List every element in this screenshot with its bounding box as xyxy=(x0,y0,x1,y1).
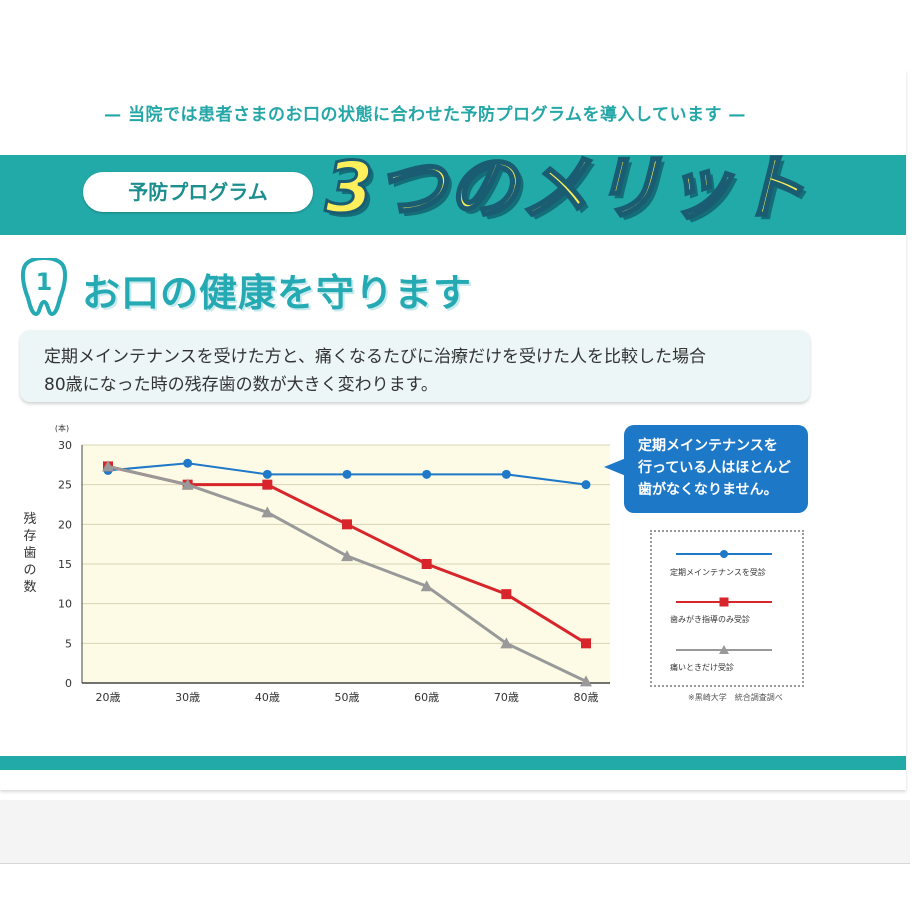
x-tick-label-0: 20歳 xyxy=(96,691,121,704)
series-2-point-3 xyxy=(341,550,353,562)
series-0-point-4 xyxy=(422,469,432,479)
description-box: 定期メインテナンスを受けた方と、痛くなるたびに治療だけを受けた人を比較した場合 … xyxy=(20,330,810,402)
series-1-point-2 xyxy=(262,479,273,490)
legend-markers xyxy=(676,550,772,654)
y-tick-label-15: 15 xyxy=(58,558,72,571)
series-0-point-6 xyxy=(581,480,591,490)
tooth-number-icon: 1 xyxy=(20,258,68,316)
callout-line-2: 行っている人はほとんど xyxy=(638,460,791,476)
program-pill: 予防プログラム xyxy=(83,172,313,212)
bottom-band xyxy=(0,756,906,770)
series-2-point-5 xyxy=(500,637,513,649)
series-2-point-0 xyxy=(102,460,114,472)
y-axis-label: 残存歯の数 xyxy=(23,512,36,595)
series-2-point-6 xyxy=(580,675,592,687)
series-0-point-1 xyxy=(183,458,193,468)
y-tick-label-10: 10 xyxy=(58,598,72,611)
series-0-point-5 xyxy=(501,469,511,479)
legend-label-brushing: 歯みがき指導のみ受診 xyxy=(670,615,750,624)
tooth-count-chart: 0 5 10 15 20 25 30 (本) 残存歯の数 20歳 30歳 40歳 50歳 60歳 70歳 80… xyxy=(23,423,610,704)
callout-line-1: 定期メインテナンスを xyxy=(638,438,778,454)
merit-title: 3つのメリット xyxy=(324,146,808,231)
legend-marker-1 xyxy=(719,597,729,607)
series-1-point-4 xyxy=(421,559,432,569)
x-tick-label-4: 60歳 xyxy=(414,691,439,704)
intro-text: — 当院では患者さまのお口の状態に合わせた予防プログラムを導入しています — xyxy=(104,105,746,125)
chart-legend: 定期メインテナンスを受診 歯みがき指導のみ受診 痛いときだけ受診 xyxy=(650,530,804,687)
series-2-point-4 xyxy=(420,580,433,592)
legend-label-pain-only: 痛いときだけ受診 xyxy=(670,663,734,672)
callout-bubble: 定期メインテナンスを 行っている人はほとんど 歯がなくなりません。 xyxy=(624,425,808,513)
y-unit-label: (本) xyxy=(55,423,69,433)
sheet-edge-4 xyxy=(0,845,910,864)
x-tick-label-6: 80歳 xyxy=(574,691,599,704)
y-tick-label-20: 20 xyxy=(58,518,72,531)
series-1-point-6 xyxy=(581,638,591,649)
x-tick-label-5: 70歳 xyxy=(494,691,519,704)
x-tick-label-2: 40歳 xyxy=(255,691,280,704)
legend-label-maintenance: 定期メインテナンスを受診 xyxy=(670,568,766,577)
series-1-point-3 xyxy=(342,519,352,530)
series-1-point-5 xyxy=(501,589,512,600)
description-line-2: 80歳になった時の残存歯の数が大きく変わります。 xyxy=(44,375,438,395)
callout-line-3: 歯がなくなりません。 xyxy=(638,482,778,498)
legend-marker-2 xyxy=(719,645,729,654)
series-0-point-2 xyxy=(262,469,272,479)
description-line-1: 定期メインテナンスを受けた方と、痛くなるたびに治療だけを受けた人を比較した場合 xyxy=(44,347,706,367)
x-tick-label-1: 30歳 xyxy=(175,691,200,704)
callout-tail xyxy=(604,458,626,476)
x-tick-label-3: 50歳 xyxy=(335,691,360,704)
series-2-point-2 xyxy=(261,506,274,518)
y-tick-label-0: 0 xyxy=(65,677,72,690)
y-tick-label-30: 30 xyxy=(58,439,72,452)
series-2-point-1 xyxy=(181,478,194,490)
source-note: ※黒崎大学 統合調査調べ xyxy=(688,693,783,702)
section-number: 1 xyxy=(36,268,53,296)
legend-marker-0 xyxy=(720,550,728,558)
series-0-point-3 xyxy=(342,469,352,479)
y-tick-label-5: 5 xyxy=(65,637,72,650)
section-title: お口の健康を守ります xyxy=(82,271,473,315)
y-tick-label-25: 25 xyxy=(58,479,72,492)
